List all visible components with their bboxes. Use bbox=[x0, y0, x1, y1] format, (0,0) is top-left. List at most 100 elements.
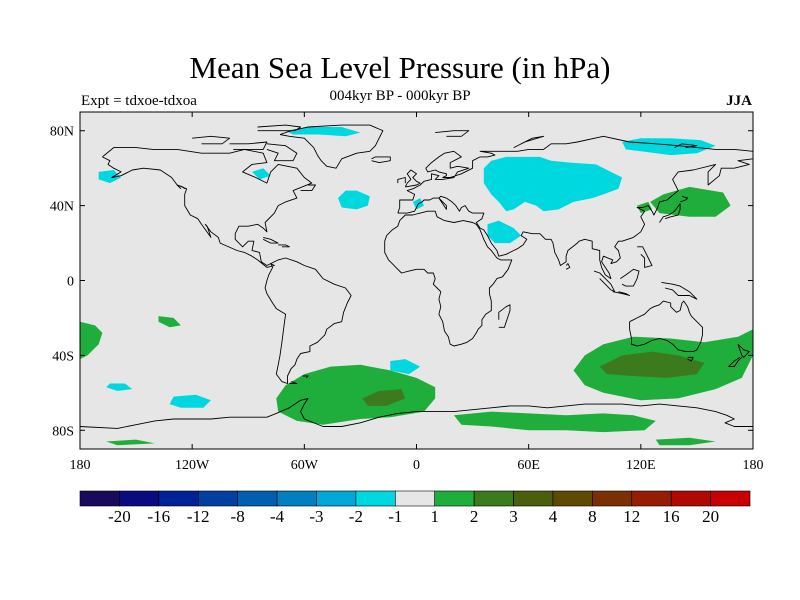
period-label: 004kyr BP - 000kyr BP bbox=[329, 88, 471, 104]
coastline bbox=[674, 143, 698, 149]
coastline bbox=[257, 124, 302, 132]
y-tick-label: 80N bbox=[50, 125, 74, 140]
coastline bbox=[371, 156, 391, 164]
colorbar-swatch bbox=[119, 490, 160, 507]
colorbar-swatch bbox=[394, 490, 436, 507]
coastline bbox=[397, 177, 406, 184]
colorbar-swatch bbox=[473, 490, 514, 507]
coastline bbox=[435, 130, 470, 137]
anomaly-region-west-pacific-high bbox=[650, 186, 731, 217]
colorbar-label: 12 bbox=[623, 507, 641, 526]
coastline bbox=[229, 141, 268, 150]
chart-title: Mean Sea Level Pressure (in hPa) bbox=[189, 50, 611, 85]
colorbar-label: -1 bbox=[388, 507, 403, 526]
coastline bbox=[728, 356, 743, 368]
coastline bbox=[593, 270, 616, 293]
coastline bbox=[513, 135, 545, 149]
anomaly-region-greenland-low bbox=[285, 127, 361, 137]
coastline bbox=[289, 381, 298, 384]
anomaly-region-pacific-southwest-high bbox=[80, 321, 103, 360]
anomaly-region-ross-sea-high bbox=[106, 439, 155, 446]
coastline bbox=[661, 281, 698, 300]
colorbar-swatch bbox=[592, 490, 633, 507]
anomaly-region-south-atlantic-low bbox=[390, 359, 421, 375]
colorbar-swatch bbox=[158, 490, 199, 507]
anomaly-region-antarctic-high bbox=[453, 411, 656, 433]
colorbar-label: 2 bbox=[469, 507, 479, 526]
coastline bbox=[679, 195, 689, 203]
colorbar-label: 3 bbox=[509, 507, 518, 526]
y-tick-label: 40N bbox=[50, 200, 74, 215]
anomaly-region-south-pacific-low-1 bbox=[169, 394, 211, 408]
anomaly-region-alaska-low bbox=[98, 170, 122, 184]
anomaly-region-indian-ocean-high-core bbox=[599, 351, 705, 378]
anomaly-region-southern-ocean-high bbox=[276, 364, 436, 425]
y-tick-label: 40S bbox=[52, 349, 74, 364]
anomaly-layer bbox=[80, 127, 753, 446]
anomaly-region-central-asia-low bbox=[483, 156, 623, 212]
anomaly-region-southern-ocean-high-core bbox=[362, 389, 406, 406]
coastline bbox=[278, 244, 290, 248]
coastline bbox=[262, 236, 279, 244]
coastline bbox=[80, 397, 753, 429]
colorbar-swatch bbox=[513, 490, 554, 507]
colorbar-label: -20 bbox=[108, 507, 131, 526]
coastline bbox=[659, 203, 681, 223]
x-tick-label: 0 bbox=[413, 458, 420, 473]
colorbar-label: -4 bbox=[269, 507, 285, 526]
x-tick-label: 120W bbox=[175, 458, 210, 473]
coastline bbox=[498, 304, 511, 328]
colorbar-label: -8 bbox=[230, 507, 245, 526]
x-tick-label: 60E bbox=[517, 458, 540, 473]
coastline bbox=[637, 246, 653, 268]
coastline bbox=[266, 143, 298, 162]
colorbar-swatch bbox=[276, 490, 317, 507]
x-tick-label: 60W bbox=[291, 458, 319, 473]
coastline-layer bbox=[80, 124, 753, 429]
anomaly-region-pacific-south-high bbox=[158, 316, 181, 328]
coastline bbox=[612, 291, 631, 296]
y-tick-label: 80S bbox=[52, 424, 74, 439]
coastline bbox=[629, 300, 703, 353]
x-tick-label: 120E bbox=[626, 458, 656, 473]
colorbar-swatch bbox=[434, 490, 475, 507]
colorbar-swatch bbox=[237, 490, 278, 507]
anomaly-region-south-pacific-low-2 bbox=[106, 383, 133, 391]
x-tick-label: 180 bbox=[70, 458, 91, 473]
coastline bbox=[264, 257, 352, 384]
anomaly-region-hudson-low bbox=[252, 168, 271, 180]
colorbar-swatch bbox=[197, 490, 238, 507]
colorbar-swatch bbox=[316, 490, 357, 507]
colorbar-label: 1 bbox=[430, 507, 439, 526]
coastline bbox=[176, 184, 186, 190]
x-tick-label: 180 bbox=[743, 458, 764, 473]
colorbar-label: -16 bbox=[147, 507, 171, 526]
coastline bbox=[687, 356, 694, 362]
coastline bbox=[192, 135, 231, 145]
anomaly-region-arabia-low bbox=[487, 220, 522, 244]
anomaly-region-mid-atlantic-low bbox=[338, 190, 370, 210]
y-tick-label: 0 bbox=[67, 275, 74, 290]
colorbar-swatch bbox=[355, 490, 396, 507]
coastline bbox=[279, 124, 384, 169]
colorbar-swatch bbox=[79, 490, 120, 507]
axis-ticks: 180 120W 60W 0 60E 120E 180 80N 40N 0 40S 80S bbox=[50, 112, 764, 473]
anomaly-region-east-antarctic-high bbox=[655, 437, 716, 446]
colorbar-label: 20 bbox=[702, 507, 720, 526]
coastline bbox=[620, 268, 640, 287]
coastline bbox=[737, 343, 750, 358]
colorbar-label: -2 bbox=[348, 507, 363, 526]
anomaly-region-china-high bbox=[637, 201, 652, 214]
coastline bbox=[404, 169, 421, 188]
coastline bbox=[397, 135, 753, 280]
coastline bbox=[300, 184, 316, 192]
colorbar-label: 4 bbox=[548, 507, 558, 526]
colorbar bbox=[79, 490, 751, 507]
colorbar-label: 8 bbox=[588, 507, 597, 526]
colorbar-swatch bbox=[552, 490, 593, 507]
colorbar-swatch bbox=[631, 490, 672, 507]
season-label: JJA bbox=[726, 93, 752, 109]
coastline bbox=[302, 375, 309, 379]
colorbar-label: 16 bbox=[662, 507, 680, 526]
